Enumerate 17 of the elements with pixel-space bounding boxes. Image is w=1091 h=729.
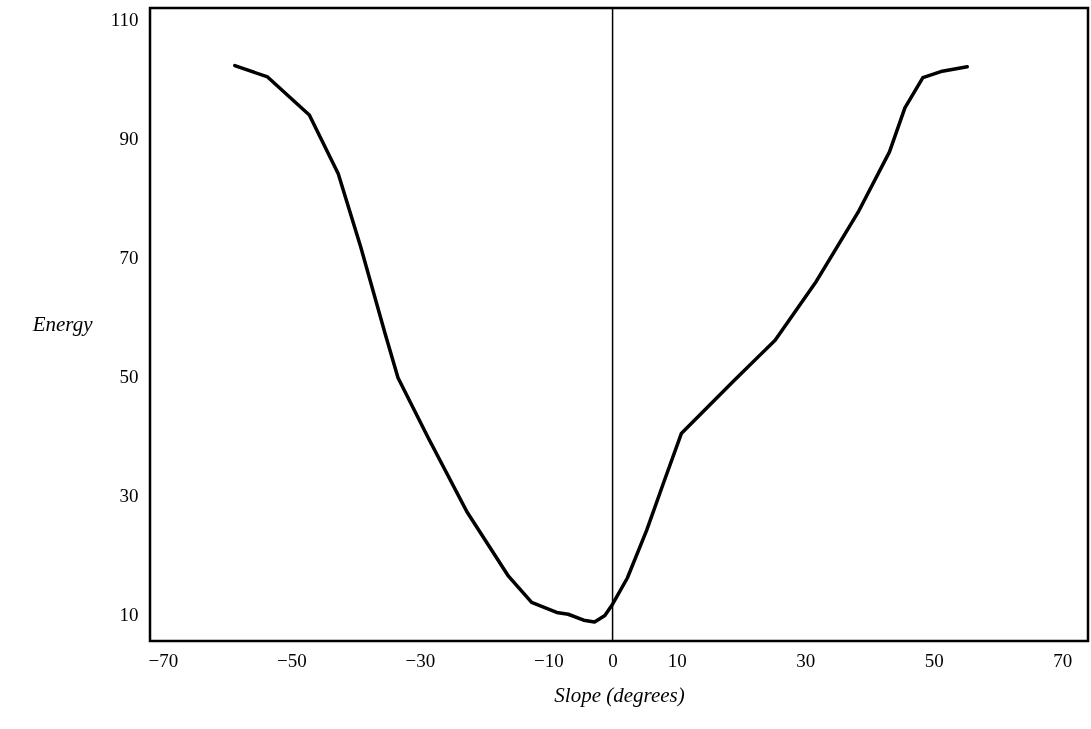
y-tick-label: 110 [110,9,139,31]
x-tick-label: 70 [1053,649,1073,671]
y-tick-label: 90 [119,128,139,150]
y-tick-label: 70 [119,247,139,269]
x-tick-label: −30 [405,649,436,671]
y-axis-title: Energy [31,312,94,336]
y-tick-label: 30 [119,484,139,506]
x-tick-label: −50 [276,649,307,671]
x-tick-label: −10 [533,649,564,671]
x-tick-label: 0 [608,649,618,671]
x-tick-label: 10 [667,649,687,671]
y-tick-label: 10 [119,603,139,625]
x-tick-label: 50 [924,649,944,671]
y-tick-label: 50 [119,366,139,388]
x-tick-label: −70 [148,649,179,671]
x-tick-label: 30 [796,649,816,671]
x-axis-title: Slope (degrees) [554,682,685,707]
